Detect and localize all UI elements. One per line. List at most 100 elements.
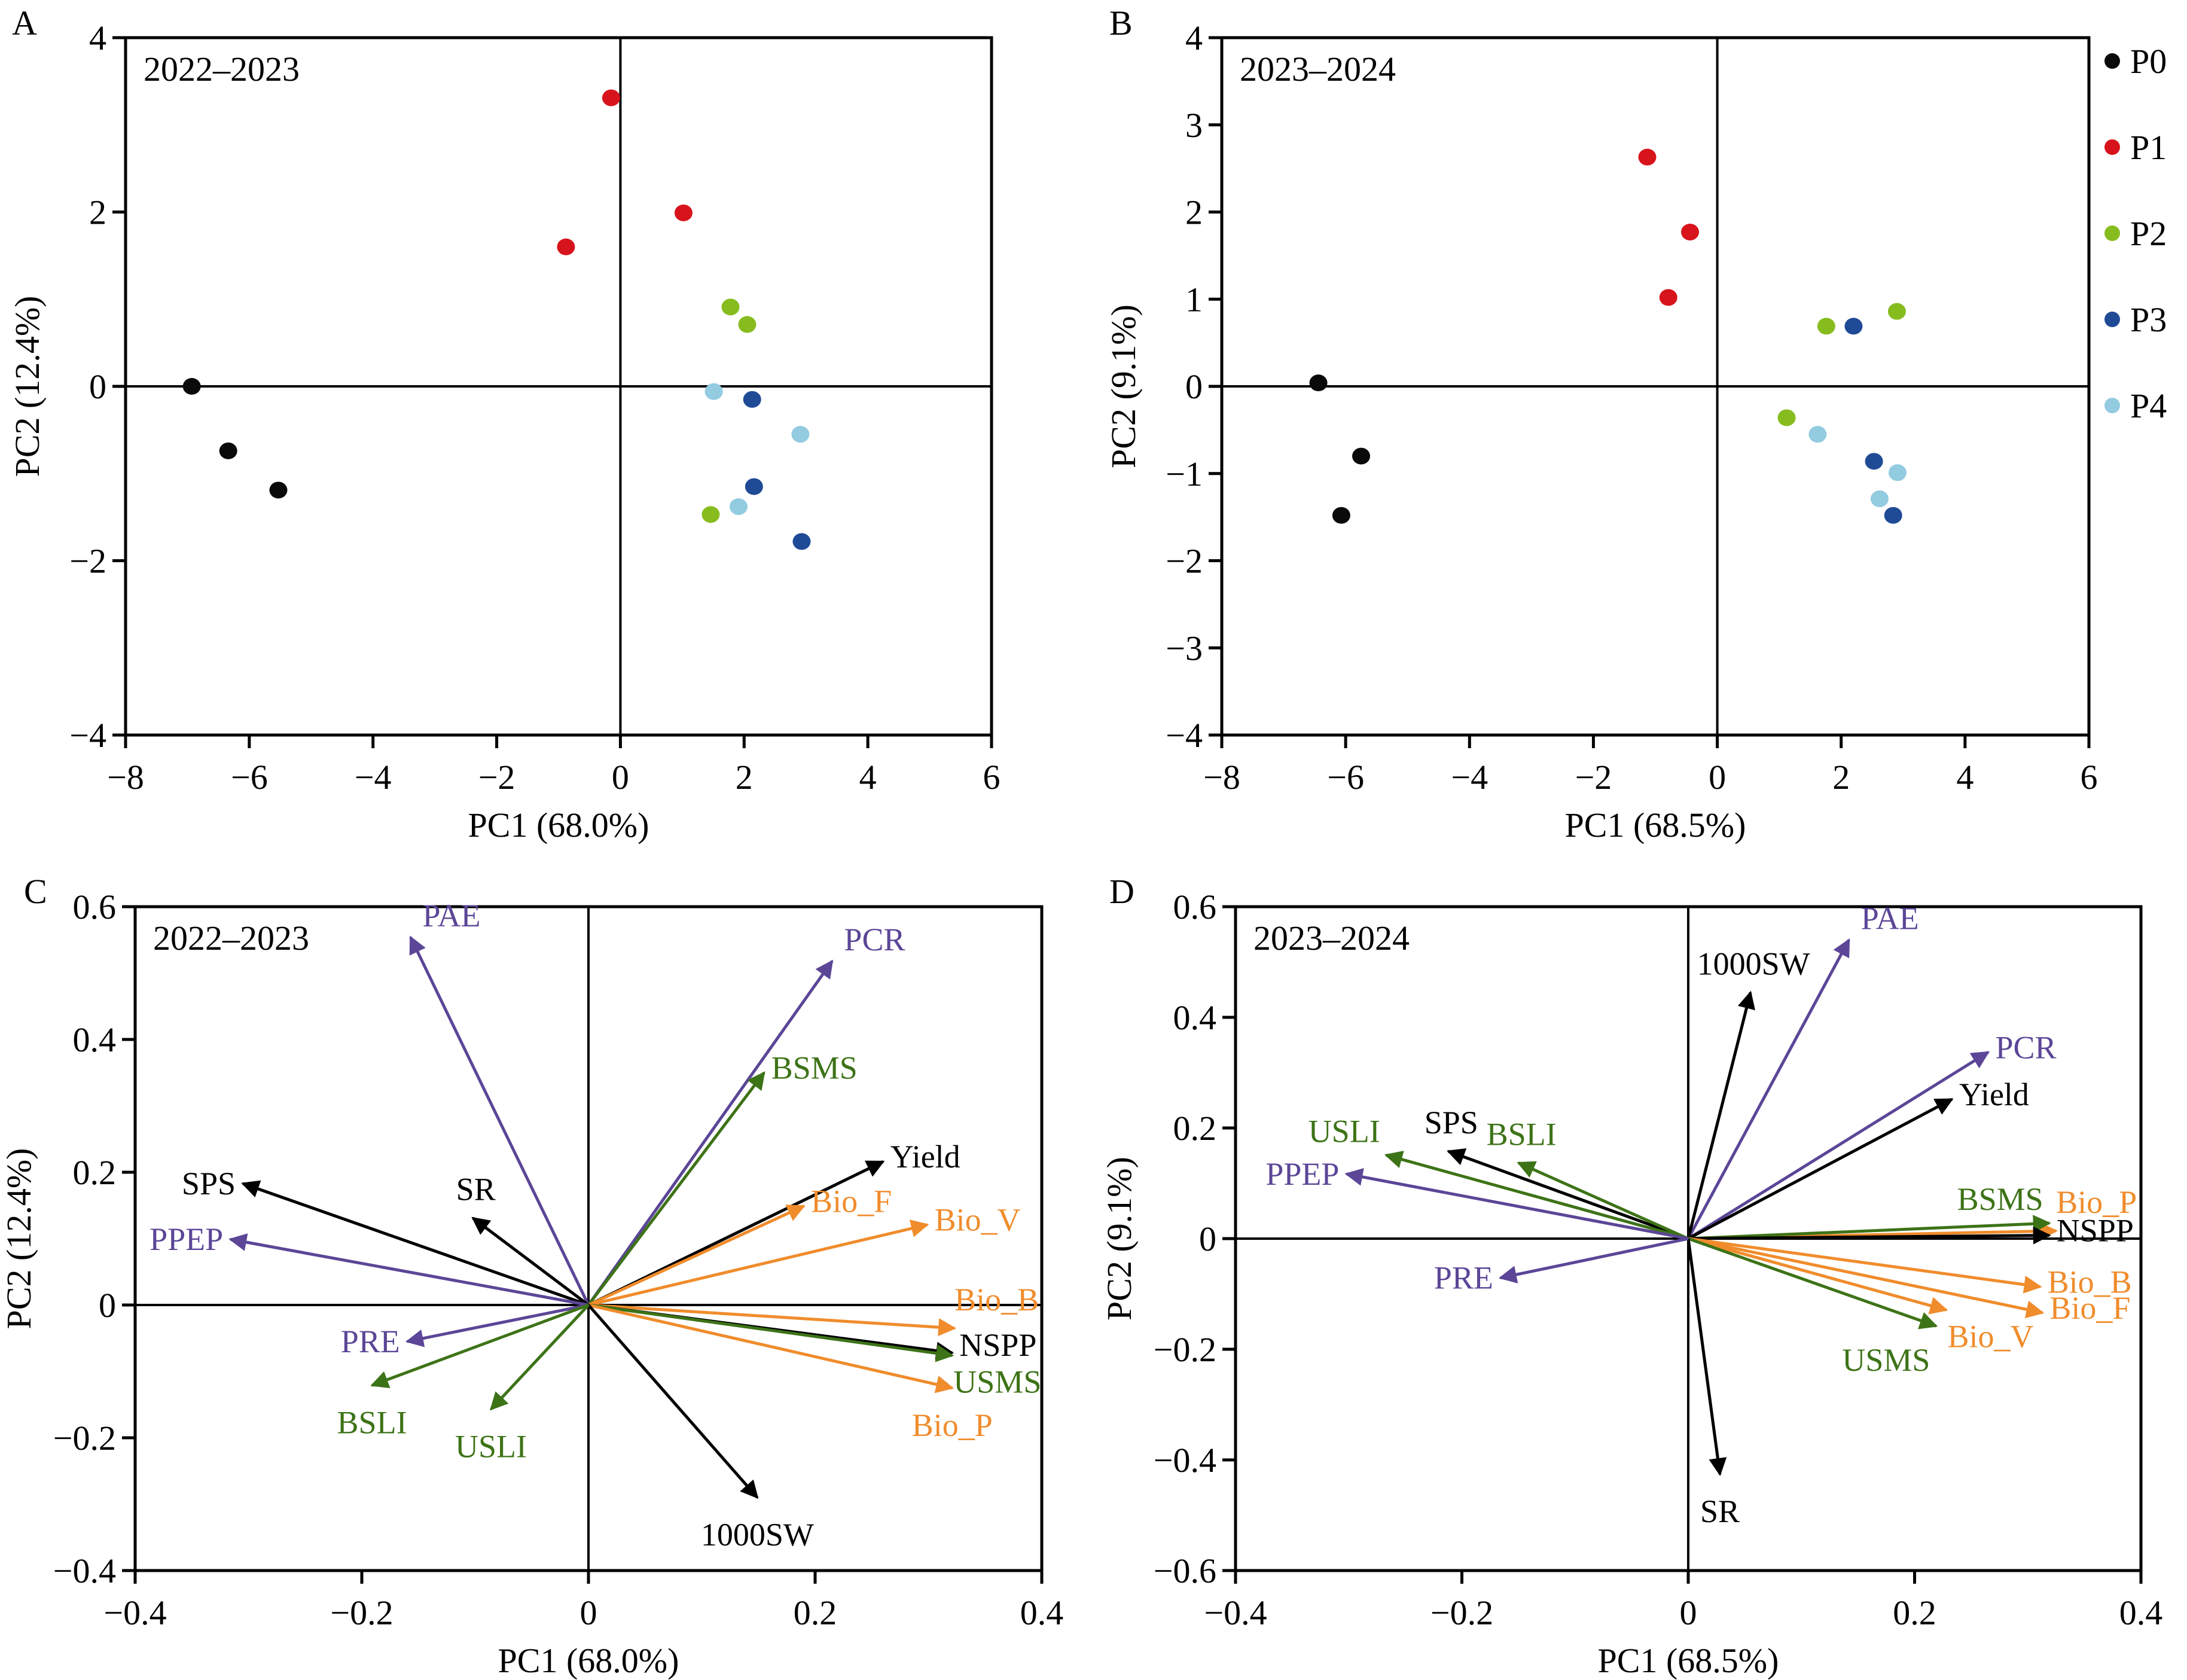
loading-label-pae: PAE bbox=[1861, 901, 1919, 937]
y-axis-title: PC2 (12.4%) bbox=[8, 296, 47, 477]
data-point-p4 bbox=[1870, 490, 1889, 508]
x-tick-label: 0 bbox=[1680, 1593, 1697, 1632]
x-tick-label: −0.2 bbox=[1430, 1593, 1493, 1632]
loading-label-sps: SPS bbox=[1425, 1105, 1478, 1141]
loading-arrow-bio-f bbox=[1688, 1237, 2045, 1319]
loading-arrow-1000sw bbox=[1686, 990, 1756, 1239]
data-point-p2 bbox=[738, 316, 757, 333]
panel-year-label: 2023–2024 bbox=[1240, 50, 1396, 89]
data-point-p4 bbox=[791, 426, 810, 443]
y-tick-label: 0.4 bbox=[1173, 998, 1217, 1037]
loading-arrow-bsms bbox=[587, 1071, 765, 1306]
loading-label-bsli: BSLI bbox=[1487, 1116, 1557, 1152]
loading-arrow-pre bbox=[405, 1303, 589, 1347]
data-point-p2 bbox=[701, 506, 720, 523]
panel-d-loading-plot-2023-2024: D −0.4 −0.2 0 0.2 0.4−0.6−0.4−0.200.20.40.6P… bbox=[1100, 872, 2162, 1680]
loading-label-nspp: NSPP bbox=[2057, 1212, 2134, 1248]
loading-arrow-bio-f bbox=[587, 1205, 806, 1307]
x-tick-label: 0.4 bbox=[2119, 1593, 2163, 1632]
y-tick-label: 4 bbox=[1185, 19, 1203, 57]
y-tick-label: 2 bbox=[89, 193, 106, 232]
legend-marker-p2 bbox=[2104, 225, 2120, 241]
y-tick-label: 0 bbox=[1199, 1219, 1216, 1258]
data-point-p1 bbox=[557, 238, 575, 255]
loading-arrow-sr bbox=[1686, 1238, 1727, 1477]
x-axis-title: PC1 (68.5%) bbox=[1565, 806, 1746, 844]
x-axis-title: PC1 (68.0%) bbox=[468, 806, 649, 844]
loading-arrow-bio-v bbox=[588, 1219, 929, 1307]
x-tick-label: 0 bbox=[612, 758, 629, 797]
loading-label-bsli: BSLI bbox=[337, 1404, 407, 1440]
x-tick-label: −2 bbox=[1575, 758, 1612, 797]
panel-letter-c: C bbox=[24, 872, 47, 911]
loading-label-bio-v: Bio_V bbox=[935, 1202, 1021, 1238]
y-tick-label: 0.4 bbox=[73, 1020, 117, 1059]
loading-label-yield: Yield bbox=[1959, 1077, 2029, 1112]
data-point-p0 bbox=[1309, 374, 1328, 392]
y-tick-label: 0 bbox=[99, 1286, 116, 1325]
y-tick-label: 0.2 bbox=[1173, 1109, 1217, 1148]
x-axis-title: PC1 (68.5%) bbox=[1598, 1641, 1779, 1680]
x-axis-title: PC1 (68.0%) bbox=[498, 1641, 679, 1680]
data-point-p3 bbox=[792, 533, 811, 550]
loading-label-bio-v: Bio_V bbox=[1947, 1318, 2033, 1354]
data-point-p1 bbox=[1681, 224, 1699, 241]
data-point-p0 bbox=[182, 378, 201, 395]
data-point-p0 bbox=[1352, 447, 1371, 465]
data-point-p4 bbox=[1808, 426, 1827, 443]
loading-label-ppep: PPEP bbox=[1265, 1156, 1339, 1192]
data-point-p2 bbox=[721, 298, 740, 316]
loading-label-bsms: BSMS bbox=[1957, 1181, 2043, 1217]
x-tick-label: 4 bbox=[1956, 758, 1974, 797]
loading-label-pre: PRE bbox=[341, 1324, 400, 1359]
loading-arrow-bsli bbox=[370, 1303, 589, 1388]
loading-label-1000sw: 1000SW bbox=[1697, 946, 1810, 981]
loading-arrow-pae bbox=[1686, 938, 1850, 1240]
panel-letter-d: D bbox=[1109, 872, 1134, 911]
panel-year-label: 2023–2024 bbox=[1253, 919, 1410, 958]
y-axis-title: PC2 (12.4%) bbox=[0, 1148, 38, 1330]
data-point-p0 bbox=[1332, 507, 1350, 524]
x-tick-label: 2 bbox=[1832, 758, 1850, 797]
y-tick-label: 4 bbox=[89, 19, 106, 57]
legend-label-p0: P0 bbox=[2130, 42, 2167, 81]
loading-arrow-bio-v bbox=[1688, 1237, 1948, 1315]
y-tick-label: −0.2 bbox=[53, 1419, 116, 1458]
legend-label-p2: P2 bbox=[2130, 214, 2167, 253]
x-tick-label: 0 bbox=[1709, 758, 1726, 797]
panel-a-score-plot-2022-2023: A −8 −6 −4 −2 0 2 4 6 −4 −2 0 2 4 PC1 (68.0%) PC2 (12.… bbox=[8, 4, 1001, 844]
panel-year-label: 2022–2023 bbox=[144, 50, 300, 89]
y-axis-title: PC2 (9.1%) bbox=[1104, 304, 1143, 468]
loading-label-bio-f: Bio_F bbox=[811, 1184, 892, 1219]
loading-arrow-usli bbox=[489, 1304, 590, 1411]
loading-label-usli: USLI bbox=[1308, 1113, 1380, 1149]
y-tick-label: −1 bbox=[1166, 455, 1203, 493]
y-tick-label: −4 bbox=[1166, 716, 1203, 755]
y-tick-label: 0.6 bbox=[1173, 888, 1217, 926]
data-point-p3 bbox=[1884, 507, 1902, 524]
loading-arrow-usli bbox=[1384, 1151, 1689, 1240]
x-tick-label: 2 bbox=[736, 758, 753, 797]
legend-label-p1: P1 bbox=[2130, 128, 2167, 167]
x-tick-label: −6 bbox=[1327, 758, 1364, 797]
x-tick-label: −0.2 bbox=[330, 1593, 393, 1632]
loading-label-usms: USMS bbox=[953, 1364, 1041, 1400]
loading-arrow-bsli bbox=[1517, 1161, 1689, 1240]
data-point-p1 bbox=[1659, 289, 1677, 306]
y-tick-label: 0.2 bbox=[73, 1153, 117, 1192]
loading-label-bio-p: Bio_P bbox=[2056, 1184, 2137, 1220]
loading-arrow-yield bbox=[1687, 1097, 1954, 1240]
data-point-p3 bbox=[745, 478, 763, 495]
y-tick-label: −0.2 bbox=[1154, 1330, 1216, 1369]
loading-arrow-pae bbox=[409, 935, 590, 1306]
loading-label-pcr: PCR bbox=[1996, 1029, 2057, 1065]
loading-arrow-usms bbox=[588, 1303, 954, 1362]
loading-arrow-sps bbox=[1446, 1148, 1689, 1240]
panel-letter-a: A bbox=[12, 4, 37, 42]
legend-marker-p1 bbox=[2104, 139, 2120, 155]
data-point-p3 bbox=[743, 391, 761, 408]
loading-label-sr: SR bbox=[1700, 1493, 1740, 1529]
loading-label-bio-b: Bio_B bbox=[2048, 1264, 2132, 1300]
loading-label-yield: Yield bbox=[890, 1139, 960, 1175]
